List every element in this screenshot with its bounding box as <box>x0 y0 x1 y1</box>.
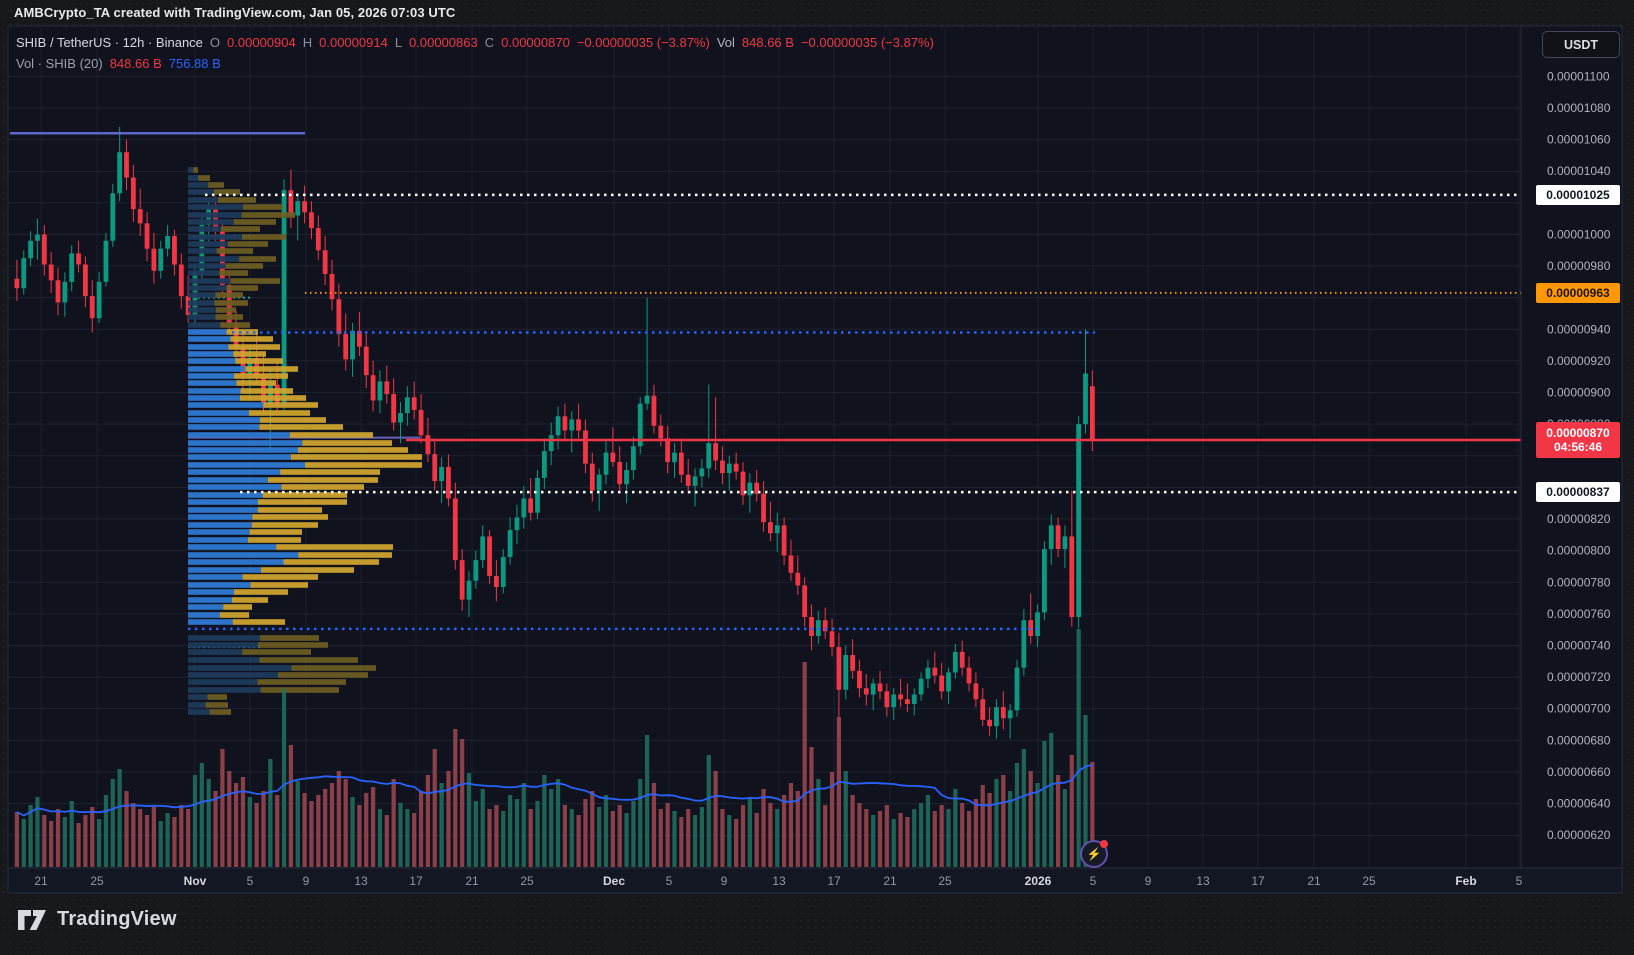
legend-segment: 0.00000863 <box>409 35 478 50</box>
lightning-bolt-icon: ⚡ <box>1086 847 1102 861</box>
svg-text:17: 17 <box>827 874 841 888</box>
svg-text:17: 17 <box>409 874 423 888</box>
legend-segment: −0.00000035 (−3.87%) <box>576 35 710 50</box>
svg-text:0.00000780: 0.00000780 <box>1547 575 1611 589</box>
svg-text:0.00001060: 0.00001060 <box>1547 133 1611 147</box>
svg-text:0.00000940: 0.00000940 <box>1547 322 1611 336</box>
tradingview-logo-text: TradingView <box>57 908 177 930</box>
svg-text:0.00000800: 0.00000800 <box>1547 544 1611 558</box>
svg-text:0.00000680: 0.00000680 <box>1547 733 1611 747</box>
svg-text:Dec: Dec <box>603 874 625 888</box>
price-label-0.00001025: 0.00001025 <box>1536 184 1620 205</box>
svg-text:9: 9 <box>303 874 310 888</box>
candles-layer <box>14 126 1095 739</box>
svg-text:0.00001040: 0.00001040 <box>1547 164 1611 178</box>
svg-text:0.00000740: 0.00000740 <box>1547 639 1611 653</box>
legend-segment: 0.00000870 <box>501 35 570 50</box>
price-label-0.00000837: 0.00000837 <box>1536 482 1620 503</box>
watermark-attribution: AMBCrypto_TA created with TradingView.co… <box>14 5 456 20</box>
svg-text:25: 25 <box>938 874 952 888</box>
svg-text:2026: 2026 <box>1025 874 1052 888</box>
tradingview-logo[interactable]: TradingView <box>18 908 177 931</box>
svg-text:0.00000820: 0.00000820 <box>1547 512 1611 526</box>
svg-text:0.00000980: 0.00000980 <box>1547 259 1611 273</box>
symbol-legend[interactable]: SHIB / TetherUS · 12h · Binance O 0.000009… <box>16 32 941 74</box>
svg-text:0.00000720: 0.00000720 <box>1547 670 1611 684</box>
svg-text:5: 5 <box>1090 874 1097 888</box>
legend-segment: C <box>484 35 495 50</box>
svg-text:17: 17 <box>1251 874 1265 888</box>
currency-toggle-button[interactable]: USDT <box>1542 31 1620 58</box>
svg-text:0.00000920: 0.00000920 <box>1547 354 1611 368</box>
svg-text:0.00000620: 0.00000620 <box>1547 828 1611 842</box>
svg-text:21: 21 <box>1307 874 1321 888</box>
svg-text:25: 25 <box>1362 874 1376 888</box>
price-label-0.00000870: 0.00000870 04:56:46 <box>1536 421 1620 458</box>
volume-ma-line <box>16 764 1093 817</box>
svg-text:0.00000640: 0.00000640 <box>1547 797 1611 811</box>
svg-text:21: 21 <box>34 874 48 888</box>
horizontal-levels[interactable] <box>10 132 1521 631</box>
time-axis[interactable]: 21 25 Nov 5 9 13 17 21 25 Dec 5 9 13 17 21 25 2026 5 9 13 17… <box>34 874 1522 888</box>
legend-segment: −0.00000035 (−3.87%) <box>800 35 934 50</box>
svg-text:13: 13 <box>354 874 368 888</box>
svg-text:25: 25 <box>520 874 534 888</box>
svg-text:Feb: Feb <box>1455 874 1476 888</box>
svg-text:Nov: Nov <box>184 874 207 888</box>
tradingview-logo-icon <box>18 909 46 930</box>
svg-text:0.00000660: 0.00000660 <box>1547 765 1611 779</box>
svg-text:9: 9 <box>721 874 728 888</box>
svg-text:21: 21 <box>883 874 897 888</box>
legend-segment: 0.00000914 <box>319 35 388 50</box>
volume-profile <box>188 167 422 715</box>
svg-text:0.00001100: 0.00001100 <box>1547 69 1610 83</box>
legend-segment: SHIB / TetherUS · 12h · Binance <box>16 35 203 50</box>
legend-volume-row[interactable]: Vol · SHIB (20) 848.66 B 756.88 B <box>16 53 941 74</box>
svg-text:13: 13 <box>772 874 786 888</box>
svg-text:25: 25 <box>90 874 104 888</box>
svg-text:5: 5 <box>1516 874 1523 888</box>
legend-segment: Vol <box>716 35 735 50</box>
svg-text:5: 5 <box>247 874 254 888</box>
notification-dot <box>1100 840 1108 848</box>
price-label-0.00000963: 0.00000963 <box>1536 282 1620 303</box>
legend-segment: L <box>394 35 403 50</box>
legend-segment: O <box>209 35 221 50</box>
svg-text:5: 5 <box>666 874 673 888</box>
legend-segment: Vol · SHIB (20) <box>16 56 103 71</box>
legend-segment: H <box>302 35 313 50</box>
svg-text:21: 21 <box>465 874 479 888</box>
svg-text:0.00000760: 0.00000760 <box>1547 607 1611 621</box>
svg-text:13: 13 <box>1196 874 1210 888</box>
legend-ohlc-row[interactable]: SHIB / TetherUS · 12h · Binance O 0.000009… <box>16 32 941 53</box>
instant-trading-icon[interactable]: ⚡ <box>1080 840 1108 868</box>
svg-text:0.00001000: 0.00001000 <box>1547 227 1611 241</box>
svg-text:9: 9 <box>1145 874 1152 888</box>
svg-text:0.00001080: 0.00001080 <box>1547 101 1611 115</box>
svg-text:0.00000700: 0.00000700 <box>1547 702 1611 716</box>
legend-segment: 848.66 B <box>109 56 162 71</box>
legend-segment: 848.66 B <box>741 35 794 50</box>
volume-pane <box>14 629 1095 867</box>
legend-segment: 0.00000904 <box>227 35 296 50</box>
legend-segment: 756.88 B <box>168 56 221 71</box>
svg-text:0.00000900: 0.00000900 <box>1547 386 1611 400</box>
